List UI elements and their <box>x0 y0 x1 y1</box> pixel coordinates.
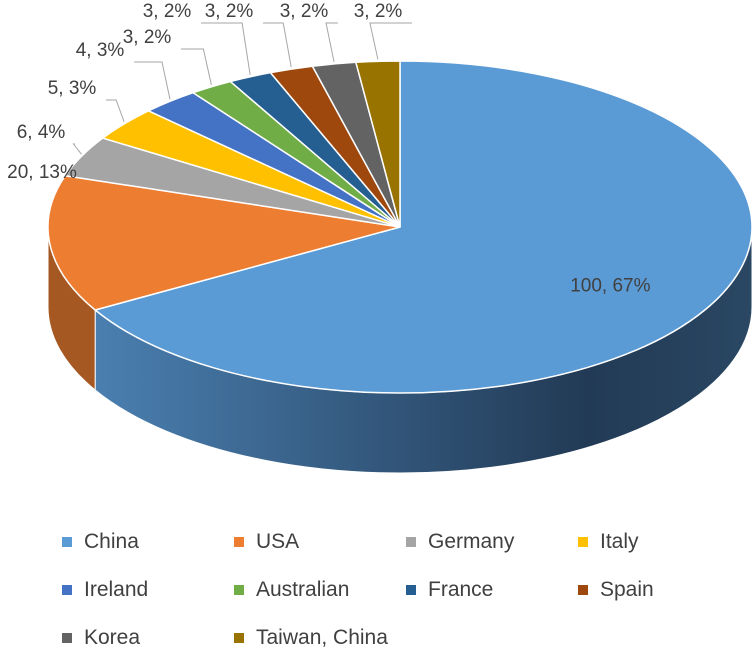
legend-item-china: China <box>62 530 234 554</box>
legend-row: Korea Taiwan, China <box>62 614 752 662</box>
legend-label: Taiwan, China <box>256 626 388 649</box>
pie-slice-0 <box>93 60 753 394</box>
data-label-1: 20, 13% <box>7 162 77 183</box>
legend-item-ireland: Ireland <box>62 578 234 602</box>
data-label-0: 100, 67% <box>570 275 650 296</box>
swatch-italy <box>578 537 588 547</box>
data-label-3: 5, 3% <box>48 78 97 99</box>
legend-label: Spain <box>600 578 654 601</box>
swatch-spain <box>578 585 588 595</box>
leader-line-3 <box>106 99 125 123</box>
legend-row: Ireland Australian France Spain <box>62 566 752 614</box>
legend-label: Australian <box>256 578 350 601</box>
leader-lines <box>72 22 412 155</box>
leader-line-5 <box>181 48 212 85</box>
pie-slice-1 <box>47 174 401 311</box>
pie-chart: 100, 67%20, 13%6, 4%5, 3%4, 3%3, 2%3, 2%… <box>7 1 753 474</box>
data-label-2: 6, 4% <box>17 122 66 143</box>
leader-line-9 <box>369 22 412 60</box>
legend-label: China <box>84 530 139 553</box>
leader-line-4 <box>134 61 171 100</box>
legend-item-germany: Germany <box>406 530 578 554</box>
legend-label: Ireland <box>84 578 149 601</box>
data-labels: 100, 67%20, 13%6, 4%5, 3%4, 3%3, 2%3, 2%… <box>7 1 650 296</box>
pie-slice-9 <box>354 60 401 228</box>
leader-line-8 <box>325 22 338 63</box>
swatch-taiwan-china <box>234 633 244 643</box>
pie-slices <box>47 60 753 394</box>
legend: China USA Germany Italy Ireland Australi… <box>62 518 752 662</box>
legend-label: Italy <box>600 530 639 553</box>
data-label-7: 3, 2% <box>205 1 254 22</box>
legend-item-italy: Italy <box>578 530 750 554</box>
swatch-ireland <box>62 585 72 595</box>
legend-item-korea: Korea <box>62 626 234 650</box>
legend-item-spain: Spain <box>578 578 750 602</box>
legend-row: China USA Germany Italy <box>62 518 752 566</box>
legend-label: France <box>428 578 494 601</box>
data-label-9: 3, 2% <box>354 1 403 22</box>
legend-label: Germany <box>428 530 515 553</box>
leader-line-6 <box>201 22 251 75</box>
legend-item-usa: USA <box>234 530 406 554</box>
swatch-australian <box>234 585 244 595</box>
swatch-germany <box>406 537 416 547</box>
data-label-4: 4, 3% <box>76 40 125 61</box>
swatch-china <box>62 537 72 547</box>
leader-line-7 <box>263 22 292 68</box>
data-label-8: 3, 2% <box>280 1 329 22</box>
data-label-6: 3, 2% <box>143 1 192 22</box>
legend-item-france: France <box>406 578 578 602</box>
legend-label: USA <box>256 530 300 553</box>
legend-label: Korea <box>84 626 141 649</box>
data-label-5: 3, 2% <box>123 27 172 48</box>
leader-line-2 <box>72 143 82 155</box>
legend-item-australian: Australian <box>234 578 406 602</box>
swatch-usa <box>234 537 244 547</box>
legend-item-taiwan-china: Taiwan, China <box>234 626 494 650</box>
swatch-france <box>406 585 416 595</box>
swatch-korea <box>62 633 72 643</box>
